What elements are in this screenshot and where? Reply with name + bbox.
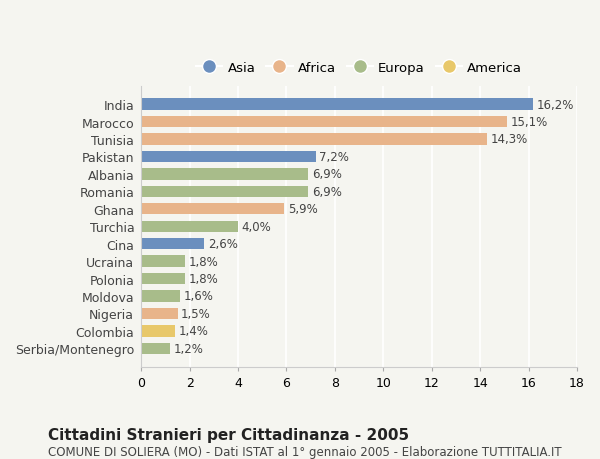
Bar [141,204,284,215]
Text: 14,3%: 14,3% [491,133,529,146]
Bar [141,343,170,354]
Bar [141,134,487,146]
Text: 16,2%: 16,2% [537,98,574,112]
Text: 4,0%: 4,0% [242,220,271,233]
Text: 6,9%: 6,9% [312,168,342,181]
Bar [141,239,204,250]
Text: 5,9%: 5,9% [287,203,317,216]
Bar [141,325,175,337]
Legend: Asia, Africa, Europa, America: Asia, Africa, Europa, America [191,56,527,80]
Text: 15,1%: 15,1% [511,116,548,129]
Text: 1,5%: 1,5% [181,307,211,320]
Bar [141,169,308,180]
Bar [141,256,185,267]
Text: Cittadini Stranieri per Cittadinanza - 2005: Cittadini Stranieri per Cittadinanza - 2… [48,427,409,442]
Text: 1,4%: 1,4% [179,325,209,338]
Bar [141,308,178,319]
Text: 6,9%: 6,9% [312,185,342,198]
Bar [141,99,533,111]
Text: 2,6%: 2,6% [208,238,238,251]
Bar [141,186,308,197]
Text: 1,8%: 1,8% [188,255,218,268]
Text: COMUNE DI SOLIERA (MO) - Dati ISTAT al 1° gennaio 2005 - Elaborazione TUTTITALIA: COMUNE DI SOLIERA (MO) - Dati ISTAT al 1… [48,445,562,458]
Bar [141,117,507,128]
Text: 1,8%: 1,8% [188,273,218,285]
Bar [141,221,238,232]
Bar [141,273,185,285]
Text: 7,2%: 7,2% [319,151,349,163]
Bar [141,151,316,163]
Text: 1,6%: 1,6% [184,290,214,303]
Bar [141,291,180,302]
Text: 1,2%: 1,2% [174,342,204,355]
